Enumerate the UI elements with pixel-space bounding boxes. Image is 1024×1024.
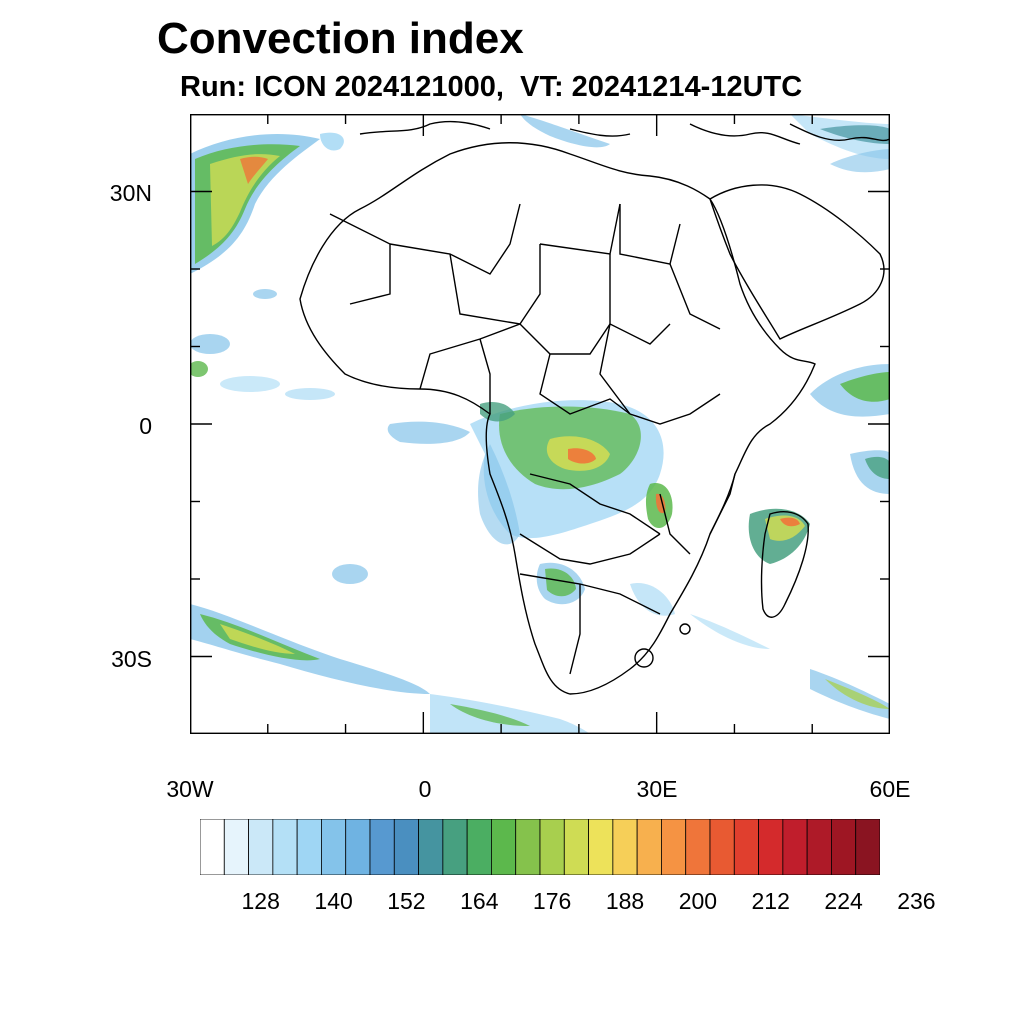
colorbar-swatch [272,819,298,875]
x-tick-label-0: 0 [418,776,432,802]
colorbar-label: 128 [241,888,280,914]
y-tick-label-30n: 30N [109,180,152,206]
colorbar-label: 152 [387,888,426,914]
map-subtitle: Run: ICON 2024121000, VT: 20241214-12UTC [180,71,803,103]
map-panel [190,114,890,734]
colorbar-swatch [588,819,614,875]
colorbar-swatch [418,819,444,875]
colorbar-swatch [539,819,565,875]
colorbar-swatch [223,819,249,875]
colorbar-swatch [636,819,662,875]
colorbar-swatch [709,819,735,875]
colorbar-swatch [321,819,347,875]
colorbar-label: 200 [678,888,718,914]
colorbar-swatch [855,819,880,875]
colorbar-label: 236 [897,888,936,914]
colorbar-swatch [393,819,419,875]
colorbar-label: 212 [751,888,790,914]
colorbar-swatch [782,819,808,875]
colorbar-swatch [733,819,759,875]
colorbar-swatch [466,819,492,875]
coastlines [299,120,890,695]
x-tick-label-30w: 30W [166,776,214,802]
colorbar-swatch [491,819,517,875]
colorbar-swatch [661,819,687,875]
convection-field [190,114,890,734]
colorbar-label: 176 [532,888,572,914]
map-frame [190,114,890,734]
colorbar-label: 188 [605,888,645,914]
colorbar-swatch [442,819,468,875]
colorbar-swatch [296,819,322,875]
colorbar-swatch [612,819,638,875]
colorbar-label: 224 [824,888,863,914]
x-tick-label-30e: 30E [636,776,678,802]
colorbar-swatch [563,819,589,875]
colorbar-swatch [831,819,857,875]
colorbar-swatch [758,819,784,875]
colorbar-swatch [806,819,832,875]
map-plot [190,114,890,734]
map-title: Convection index [157,14,524,63]
colorbar-label: 140 [314,888,353,914]
colorbar-swatch [248,819,274,875]
colorbar-swatch [369,819,395,875]
colorbar-swatch [685,819,711,875]
axis-ticks [190,114,890,734]
colorbar-swatch [515,819,541,875]
y-tick-label-30s: 30S [111,646,152,672]
y-tick-label-0: 0 [139,413,152,439]
x-tick-label-60e: 60E [869,776,911,802]
colorbar-swatch [200,819,225,875]
colorbar-swatch [345,819,371,875]
colorbar [200,819,880,875]
colorbar-label: 164 [460,888,499,914]
